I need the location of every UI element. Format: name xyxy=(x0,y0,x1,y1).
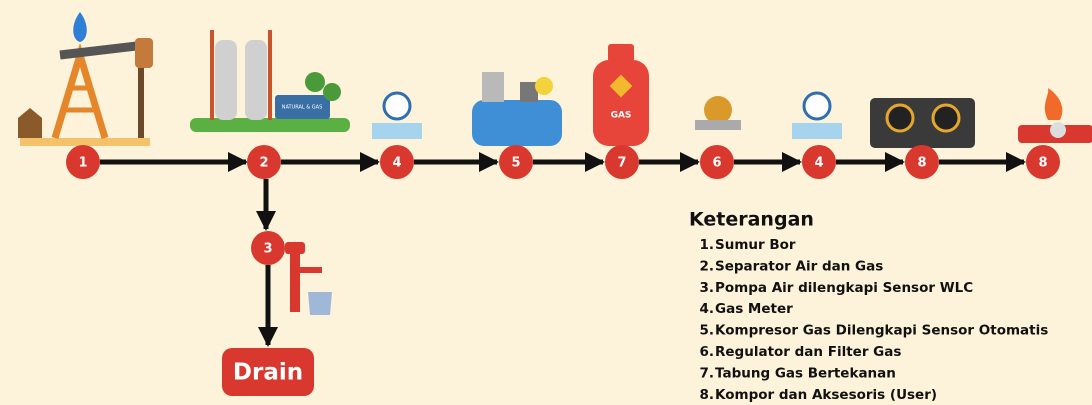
node-label: 6 xyxy=(712,156,721,171)
burner-icon xyxy=(1018,88,1092,143)
node-circle xyxy=(700,145,734,179)
separator-icon: NATURAL & GAS xyxy=(190,30,350,132)
legend-text: Tabung Gas Bertekanan xyxy=(715,365,896,381)
legend-text: Kompor dan Aksesoris (User) xyxy=(715,387,937,403)
legend-number: 1. xyxy=(699,237,714,253)
node-label: 4 xyxy=(814,156,823,171)
separator-label: NATURAL & GAS xyxy=(282,105,323,111)
legend-title: Keterangan xyxy=(689,209,814,231)
legend-text: Pompa Air dilengkapi Sensor WLC xyxy=(715,280,973,296)
legend-text: Sumur Bor xyxy=(715,237,796,253)
gas-meter-icon xyxy=(372,91,842,139)
gas-tank-icon: GAS xyxy=(593,44,649,146)
legend-number: 8. xyxy=(699,387,714,403)
legend-number: 5. xyxy=(699,323,714,339)
node-label: 7 xyxy=(617,156,626,171)
stove-icon xyxy=(870,98,975,148)
node-label: 1 xyxy=(78,156,87,171)
node-label: 5 xyxy=(511,156,520,171)
node-label: 3 xyxy=(263,242,272,257)
nodes: 1 2 4 5 7 6 4 8 8 3 xyxy=(66,145,1060,265)
node-circle xyxy=(1026,145,1060,179)
node-label: 8 xyxy=(917,156,926,171)
legend-number: 3. xyxy=(699,280,714,296)
node-label: 2 xyxy=(259,156,268,171)
oil-pump-icon xyxy=(18,12,153,146)
node-label: 8 xyxy=(1038,156,1047,171)
node-circle xyxy=(251,231,285,265)
node-circle xyxy=(247,145,281,179)
node-circle xyxy=(605,145,639,179)
drain-label: Drain xyxy=(233,360,303,386)
gas-label: GAS xyxy=(611,111,632,121)
node-circle xyxy=(499,145,533,179)
legend-number: 6. xyxy=(699,344,714,360)
node-circle xyxy=(380,145,414,179)
legend-text: Separator Air dan Gas xyxy=(715,258,883,274)
compressor-icon xyxy=(472,72,562,146)
legend-number: 7. xyxy=(699,365,714,381)
regulator-icon xyxy=(695,96,741,130)
legend-text: Gas Meter xyxy=(715,301,793,317)
water-pump-icon xyxy=(285,242,332,315)
connectors xyxy=(100,152,1026,347)
drain-box xyxy=(222,348,314,396)
node-circle xyxy=(802,145,836,179)
legend-text: Kompresor Gas Dilengkapi Sensor Otomatis xyxy=(715,323,1048,339)
legend-text: Regulator dan Filter Gas xyxy=(715,344,901,360)
node-label: 4 xyxy=(392,156,401,171)
node-circle xyxy=(905,145,939,179)
legend-number: 2. xyxy=(699,258,714,274)
legend-number: 4. xyxy=(699,301,714,317)
node-circle xyxy=(66,145,100,179)
